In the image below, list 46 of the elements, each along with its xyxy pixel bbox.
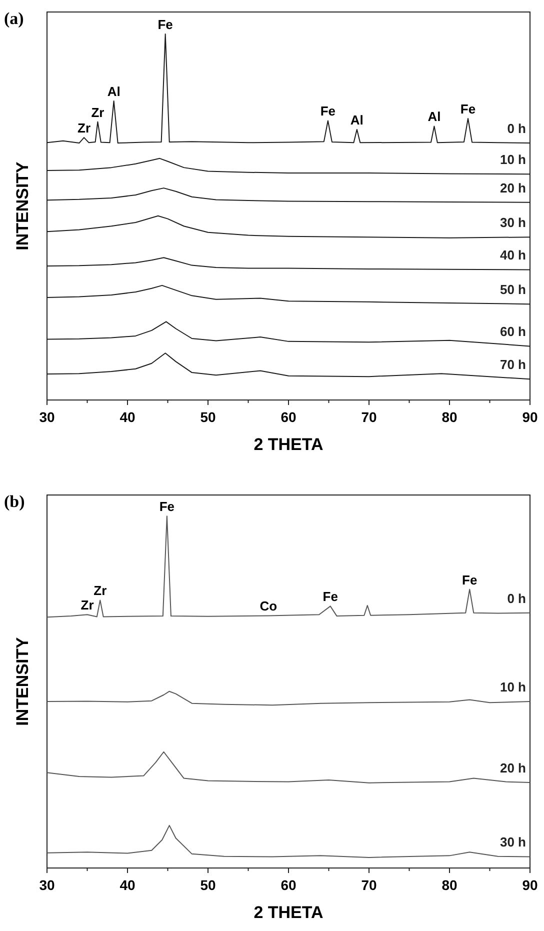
y-axis-title: INTENSITY [13,636,32,726]
x-tick-label: 60 [280,877,296,893]
annotation: Fe [158,16,173,32]
annotation: Zr [91,104,104,120]
annotation: Al [428,109,441,124]
chart-title: (b) [4,492,25,511]
x-tick-label: 90 [522,409,538,425]
x-tick-label: 80 [442,409,458,425]
x-tick-label: 30 [39,409,55,425]
x-tick-label: 90 [522,877,538,893]
series-label: 20 h [500,180,526,196]
x-tick-label: 40 [120,409,136,425]
annotation: Fe [462,572,478,588]
series-label: 40 h [500,248,526,263]
x-tick-label: 50 [200,409,216,425]
x-tick-label: 50 [200,877,216,893]
series-label: 10 h [500,680,526,695]
annotation: Fe [320,104,336,119]
x-tick-label: 80 [442,877,458,893]
x-tick-label: 70 [361,877,377,893]
x-axis-title: 2 THETA [254,903,324,922]
series-label: 30 h [500,215,526,230]
annotation: Al [350,112,364,128]
series-label: 0 h [507,590,526,606]
x-tick-label: 70 [361,409,377,425]
series-label: 60 h [500,324,526,340]
series-label: 30 h [500,834,526,850]
annotation: Fe [159,499,175,514]
x-tick-label: 40 [120,877,136,893]
annotation: Zr [94,583,107,598]
series-label: 10 h [500,152,526,168]
series-label: 50 h [500,282,526,298]
annotation: Fe [460,102,476,117]
x-tick-label: 60 [280,409,296,425]
x-tick-label: 30 [39,877,55,893]
series-label: 0 h [507,121,526,136]
annotation: Fe [322,589,338,604]
annotation: Co [260,598,278,614]
annotation: Zr [78,120,91,136]
chart-title: (a) [4,9,24,28]
x-axis-title: 2 THETA [254,435,324,454]
series-label: 20 h [500,760,526,776]
series-label: 70 h [500,357,526,372]
y-axis-title: INTENSITY [13,160,32,250]
annotation: Zr [80,598,94,613]
annotation: Al [107,84,120,99]
